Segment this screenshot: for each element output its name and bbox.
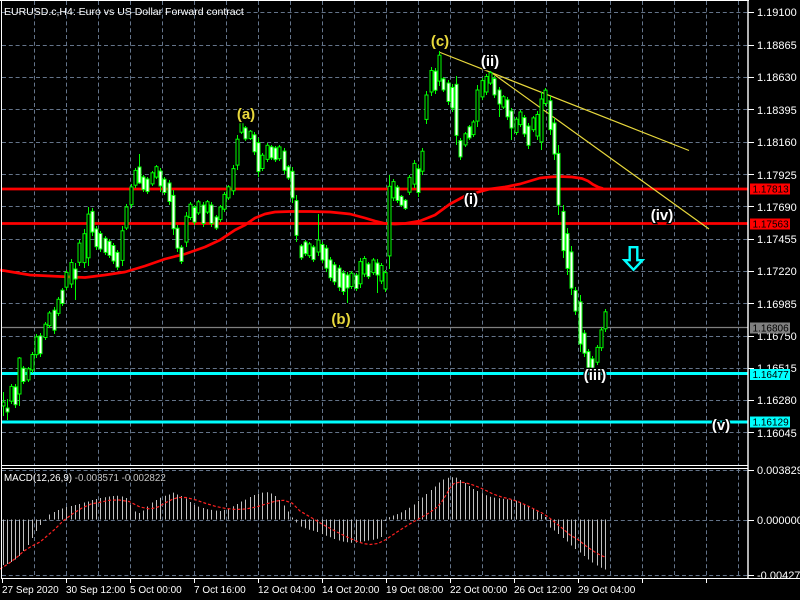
svg-text:27 Sep 2020: 27 Sep 2020 [2,585,59,596]
svg-text:EURUSD.c,H4: Euro vs US Dolla: EURUSD.c,H4: Euro vs US Dollar Forward c… [4,6,244,18]
svg-text:26 Oct 12:00: 26 Oct 12:00 [514,585,572,596]
svg-text:MACD(12,26,9) -0.003571 -0.002: MACD(12,26,9) -0.003571 -0.002822 [4,473,166,484]
svg-text:(a): (a) [237,106,255,123]
svg-text:1.17563: 1.17563 [753,220,790,231]
svg-text:1.17220: 1.17220 [757,266,797,278]
svg-text:1.19100: 1.19100 [757,7,797,19]
svg-text:1.17813: 1.17813 [753,185,790,196]
svg-text:1.16280: 1.16280 [757,395,797,407]
svg-text:(c): (c) [431,33,449,50]
svg-text:1.16129: 1.16129 [753,418,790,429]
svg-text:5 Oct 00:00: 5 Oct 00:00 [130,585,182,596]
svg-text:1.16477: 1.16477 [753,370,790,381]
svg-text:1.16985: 1.16985 [757,299,797,311]
svg-text:14 Oct 20:00: 14 Oct 20:00 [322,585,380,596]
svg-text:(iii): (iii) [584,367,607,384]
svg-text:(i): (i) [464,191,478,208]
svg-text:-0.004274: -0.004274 [757,570,800,582]
svg-text:1.17690: 1.17690 [757,202,797,214]
svg-text:1.18865: 1.18865 [757,40,797,52]
svg-text:19 Oct 08:00: 19 Oct 08:00 [386,585,444,596]
svg-text:12 Oct 04:00: 12 Oct 04:00 [258,585,316,596]
svg-text:(ii): (ii) [481,53,499,70]
svg-text:1.16750: 1.16750 [757,331,797,343]
svg-text:0.003829: 0.003829 [757,465,800,477]
svg-text:7 Oct 16:00: 7 Oct 16:00 [194,585,246,596]
svg-text:(iv): (iv) [651,207,674,224]
svg-text:1.18395: 1.18395 [757,105,797,117]
svg-text:1.16806: 1.16806 [753,324,790,335]
svg-text:29 Oct 04:00: 29 Oct 04:00 [578,585,636,596]
svg-text:0.000000: 0.000000 [757,515,800,527]
svg-text:1.16045: 1.16045 [757,428,797,440]
svg-text:22 Oct 00:00: 22 Oct 00:00 [450,585,508,596]
svg-text:(b): (b) [331,311,350,328]
svg-text:1.17925: 1.17925 [757,170,797,182]
svg-text:(v): (v) [712,417,730,434]
svg-text:1.17455: 1.17455 [757,234,797,246]
svg-text:30 Sep 12:00: 30 Sep 12:00 [66,585,126,596]
svg-text:1.18630: 1.18630 [757,72,797,84]
svg-text:1.18160: 1.18160 [757,137,797,149]
